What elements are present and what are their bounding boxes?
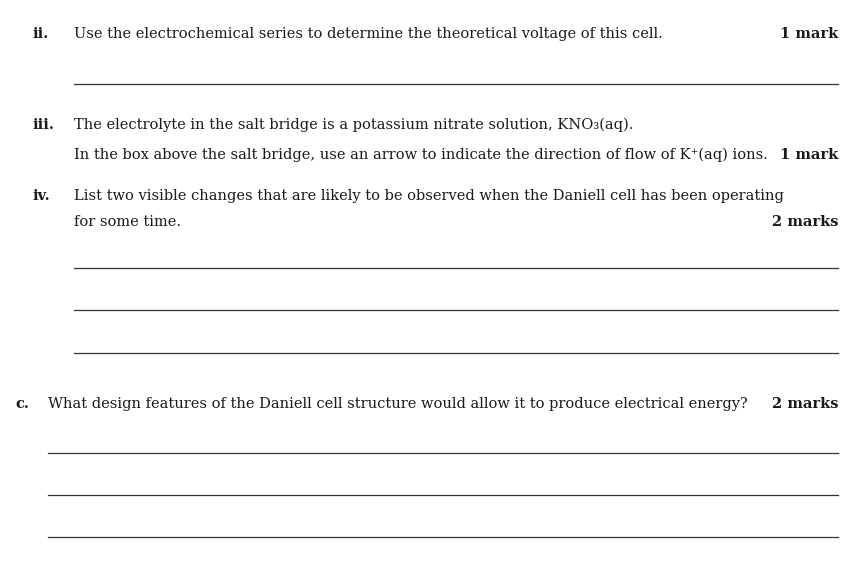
Text: In the box above the salt bridge, use an arrow to indicate the direction of flow: In the box above the salt bridge, use an… bbox=[74, 147, 767, 162]
Text: 1 mark: 1 mark bbox=[780, 27, 838, 41]
Text: List two visible changes that are likely to be observed when the Daniell cell ha: List two visible changes that are likely… bbox=[74, 189, 784, 203]
Text: ii.: ii. bbox=[33, 27, 49, 41]
Text: c.: c. bbox=[16, 397, 29, 411]
Text: for some time.: for some time. bbox=[74, 215, 181, 229]
Text: What design features of the Daniell cell structure would allow it to produce ele: What design features of the Daniell cell… bbox=[48, 397, 747, 411]
Text: 2 marks: 2 marks bbox=[772, 397, 838, 411]
Text: The electrolyte in the salt bridge is a potassium nitrate solution, KNO₃(aq).: The electrolyte in the salt bridge is a … bbox=[74, 117, 633, 131]
Text: Use the electrochemical series to determine the theoretical voltage of this cell: Use the electrochemical series to determ… bbox=[74, 27, 662, 41]
Text: iv.: iv. bbox=[33, 189, 50, 203]
Text: 2 marks: 2 marks bbox=[772, 215, 838, 229]
Text: 1 mark: 1 mark bbox=[780, 148, 838, 162]
Text: iii.: iii. bbox=[33, 118, 55, 131]
